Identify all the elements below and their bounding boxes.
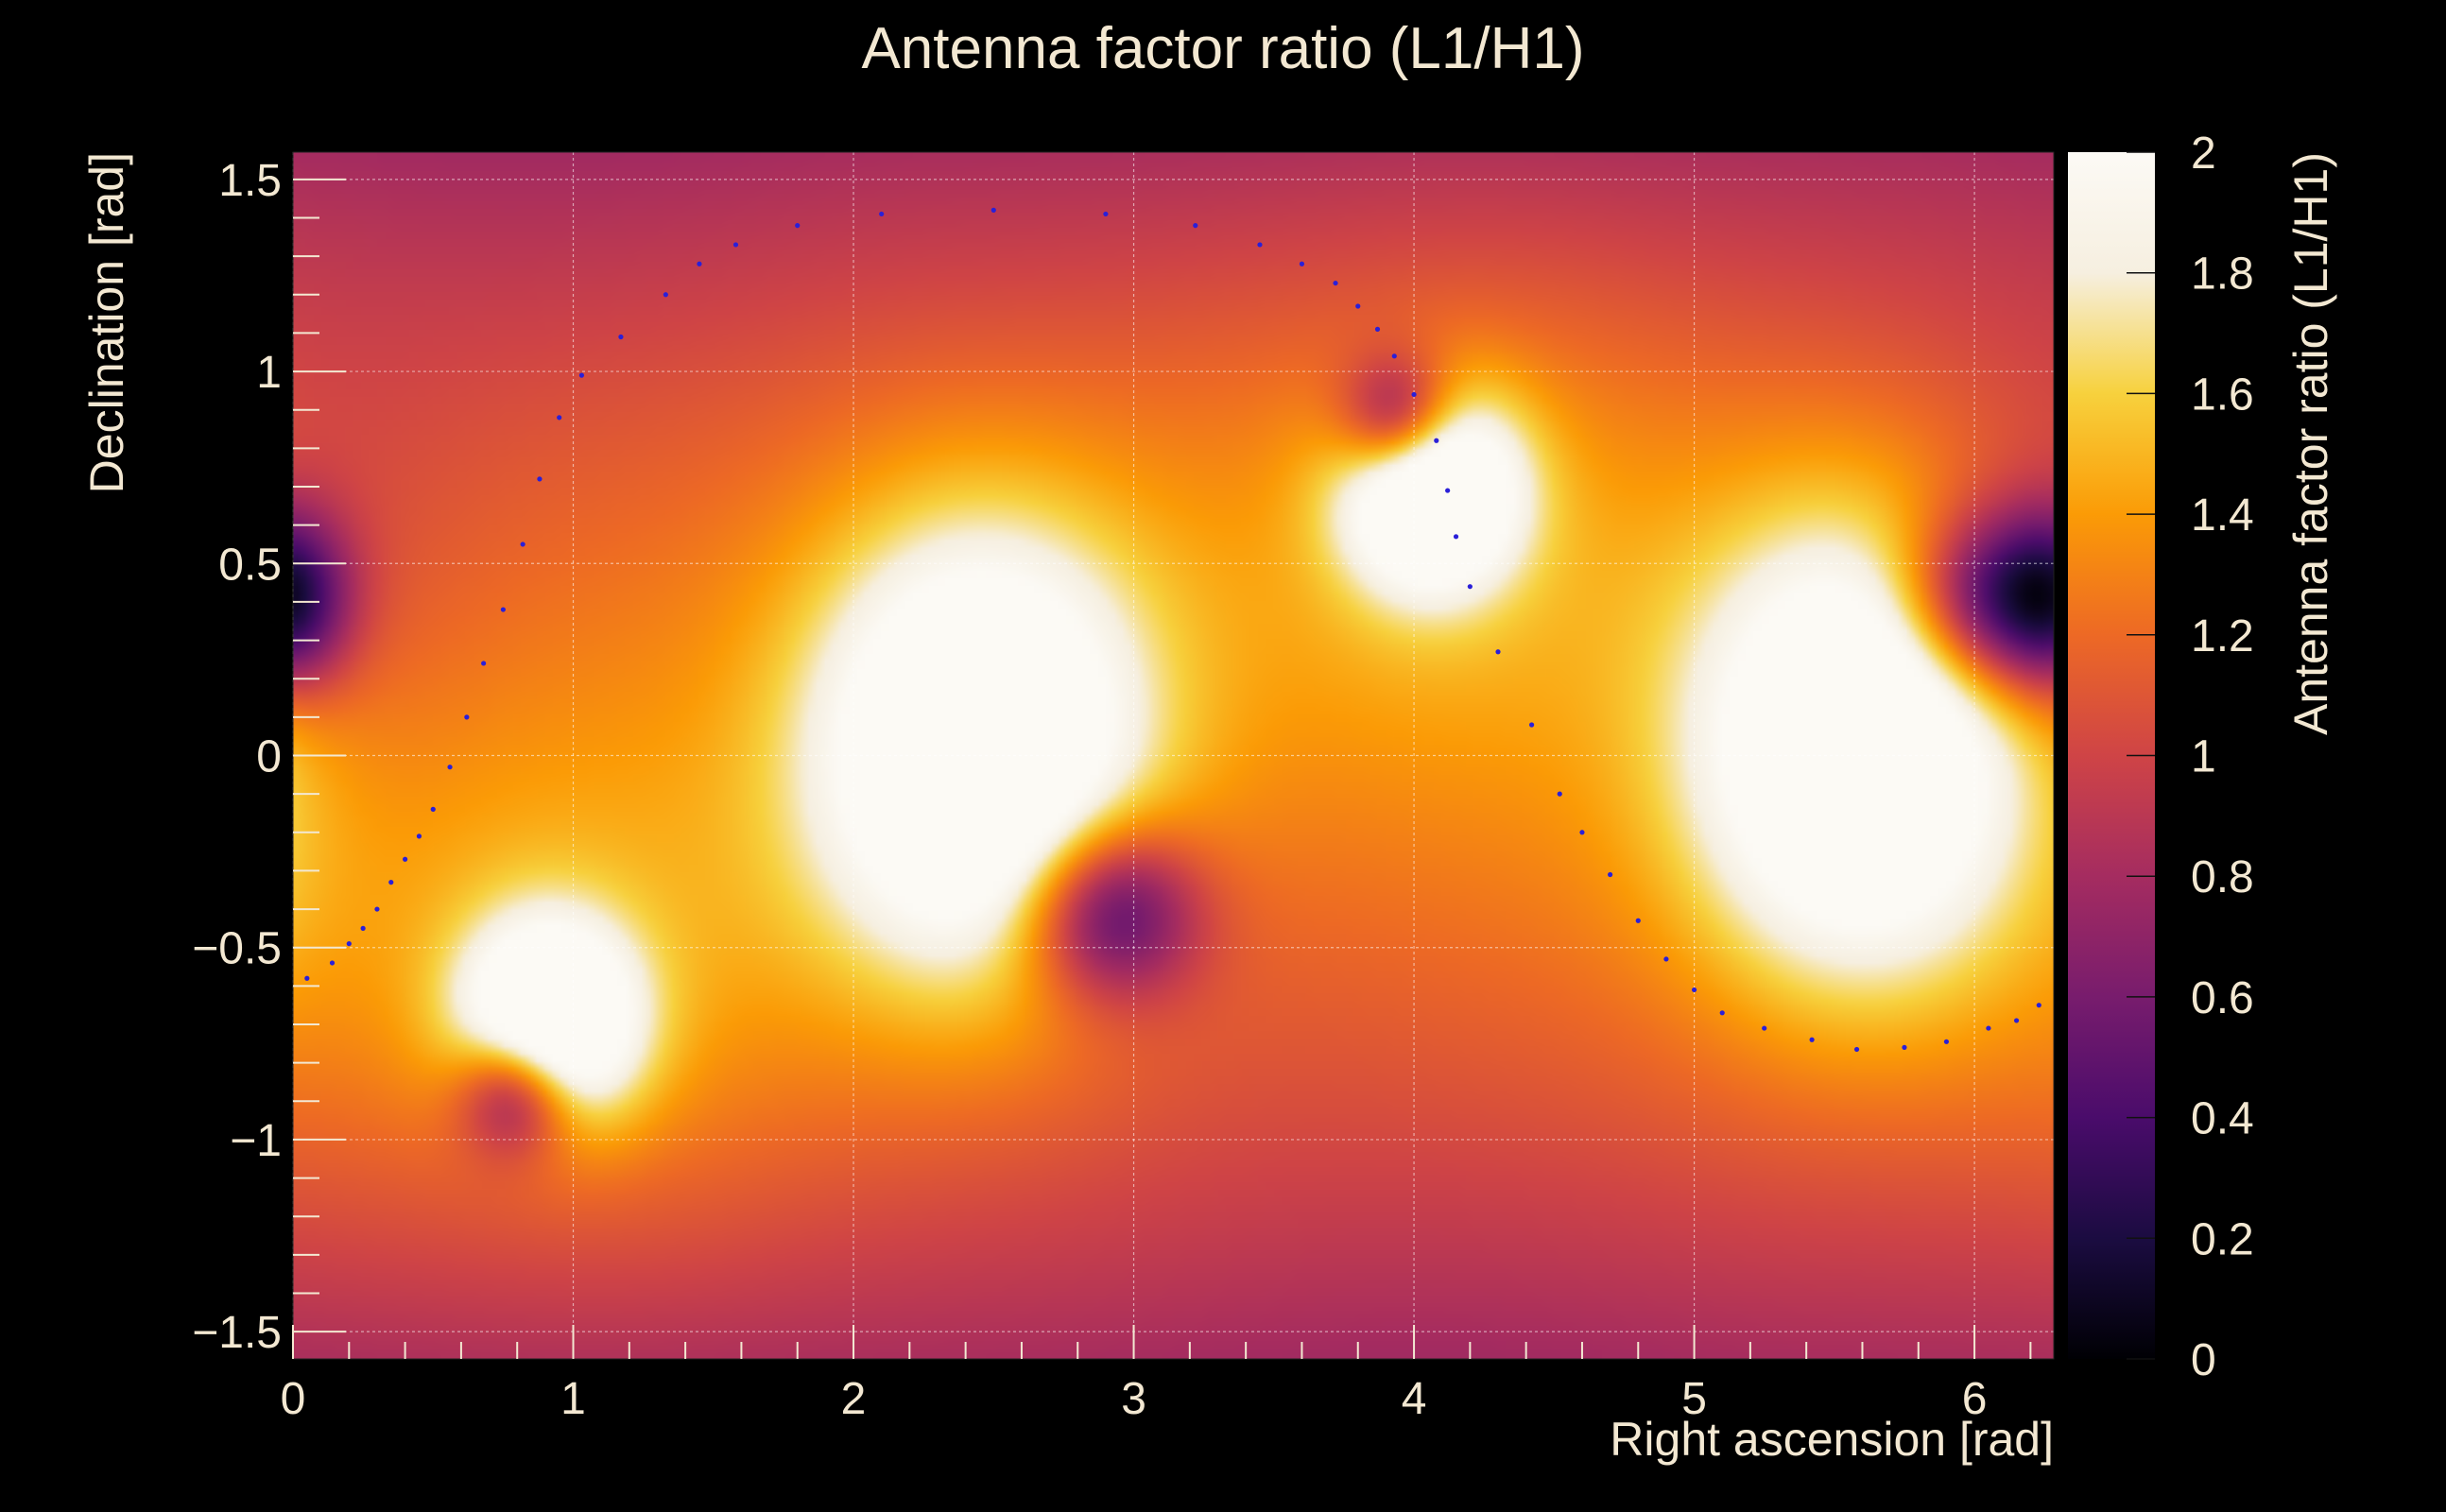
curve-point [1579, 830, 1585, 835]
curve-point [537, 476, 543, 482]
curve-point [1391, 353, 1397, 359]
y-tick-label: 1.5 [218, 156, 282, 206]
y-tick-label: 0.5 [218, 540, 282, 590]
curve-point [1257, 242, 1263, 248]
chart-title: Antenna factor ratio (L1/H1) [861, 16, 1584, 81]
curve-point [557, 415, 562, 421]
y-tick-label: 1 [256, 348, 282, 398]
curve-point [520, 541, 525, 547]
curve-point [1411, 391, 1417, 398]
curve-point [430, 806, 436, 813]
colorbar-tick-label: 1.4 [2191, 490, 2254, 541]
colorbar-tick-label: 1.8 [2191, 249, 2254, 300]
curve-point [1495, 649, 1501, 655]
y-tick-label: −0.5 [192, 924, 282, 974]
curve-point [1333, 280, 1338, 286]
curve-point [1103, 211, 1109, 217]
curve-point [346, 941, 352, 947]
x-tick-label: 4 [1402, 1374, 1427, 1424]
x-axis-label: Right ascension [rad] [1610, 1413, 2054, 1466]
colorbar-tick-label: 1.2 [2191, 611, 2254, 662]
curve-point [578, 372, 585, 378]
x-tick-label: 2 [841, 1374, 867, 1424]
curve-point [1902, 1044, 1907, 1050]
curve-point [879, 211, 885, 217]
curve-point [1528, 722, 1535, 728]
x-tick-label: 1 [560, 1374, 586, 1424]
colorbar-tick-label: 0.4 [2191, 1094, 2254, 1144]
colorbar-tick-label: 0.6 [2191, 973, 2254, 1023]
colorbar-tick-label: 0.8 [2191, 852, 2254, 902]
y-tick-label: 0 [256, 732, 282, 782]
curve-point [1691, 987, 1697, 993]
curve-point [500, 607, 506, 612]
curve-point [447, 765, 453, 770]
curve-point [1374, 326, 1381, 332]
curve-point [1355, 303, 1361, 309]
curve-point [990, 207, 996, 213]
x-tick-label: 3 [1121, 1374, 1146, 1424]
y-tick-label: −1 [230, 1116, 282, 1166]
curve-point [388, 880, 394, 885]
curve-point [1762, 1025, 1767, 1031]
curve-point [1467, 584, 1473, 590]
overlay-curve [304, 207, 2041, 1053]
curve-point [1434, 438, 1439, 443]
curve-point [2036, 1003, 2041, 1008]
curve-point [618, 334, 624, 340]
curve-point [481, 661, 487, 666]
curve-point [304, 975, 310, 981]
y-axis-label: Declination [rad] [80, 152, 133, 493]
curve-point [403, 856, 408, 862]
curve-point [663, 292, 668, 298]
x-tick-label: 0 [281, 1374, 306, 1424]
x-axis: 0 1 2 3 4 5 6 [281, 1325, 2032, 1424]
curve-point [416, 833, 422, 839]
y-axis: −1.5 −1 −0.5 0 0.5 1 1.5 [192, 156, 346, 1358]
curve-point [1853, 1046, 1860, 1053]
curve-point [374, 906, 380, 912]
curve-point [1663, 956, 1669, 962]
curve-point [329, 960, 336, 966]
curve-point [1719, 1010, 1725, 1016]
curve-point [1943, 1039, 1950, 1044]
curve-point [732, 242, 739, 248]
curve-point [1445, 488, 1451, 493]
curve-point [1453, 534, 1459, 540]
curve-point [1557, 791, 1562, 797]
curve-point [464, 714, 470, 720]
curve-point [1986, 1025, 1991, 1031]
curve-point [697, 261, 702, 266]
curve-point [795, 223, 801, 229]
grid-lines [292, 152, 2054, 1359]
y-tick-label: −1.5 [192, 1308, 282, 1358]
curve-point [360, 925, 366, 931]
curve-point [1608, 871, 1613, 878]
colorbar-tick-label: 0.2 [2191, 1214, 2254, 1264]
x-tick-label: 6 [1962, 1374, 1988, 1424]
x-tick-label: 5 [1681, 1374, 1707, 1424]
colorbar-axis: 0 0.2 0.4 0.6 0.8 1 1.2 1.4 1.6 1.8 2 [2127, 129, 2254, 1385]
colorbar-tick-label: 2 [2191, 129, 2216, 179]
colorbar-tick-label: 1.6 [2191, 369, 2254, 420]
colorbar-tick-label: 1 [2191, 732, 2216, 782]
curve-point [1299, 261, 1305, 266]
curve-point [1635, 918, 1641, 923]
curve-point [2013, 1018, 2020, 1023]
colorbar-tick-label: 0 [2191, 1335, 2216, 1385]
curve-point [1809, 1037, 1815, 1042]
curve-point [1193, 223, 1198, 229]
colorbar-label: Antenna factor ratio (L1/H1) [2284, 152, 2337, 735]
